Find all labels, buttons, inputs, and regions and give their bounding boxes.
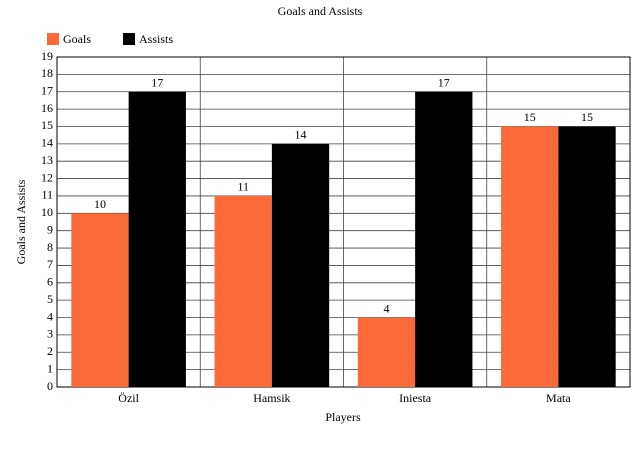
data-label: 4: [383, 301, 389, 315]
bar: [415, 91, 473, 387]
x-tick-label: Mata: [546, 391, 571, 405]
y-tick-label: 12: [41, 170, 53, 184]
y-axis-label: Goals and Assists: [14, 179, 28, 264]
y-tick-label: 15: [41, 118, 53, 132]
y-tick-label: 0: [47, 379, 53, 393]
bar: [357, 317, 416, 387]
y-tick-label: 9: [47, 222, 53, 236]
legend-label: Goals: [63, 32, 91, 46]
bar: [558, 126, 616, 387]
y-tick-label: 2: [47, 344, 53, 358]
legend-swatch: [47, 33, 59, 45]
legend-swatch: [123, 33, 135, 45]
y-tick-label: 18: [41, 66, 53, 80]
data-label: 14: [295, 128, 307, 142]
data-label: 15: [581, 110, 593, 124]
data-label: 17: [438, 75, 450, 89]
data-label: 10: [94, 197, 106, 211]
y-tick-label: 5: [47, 292, 53, 306]
y-tick-label: 7: [47, 257, 53, 271]
y-tick-label: 4: [47, 309, 53, 323]
bar: [501, 126, 559, 387]
y-tick-label: 8: [47, 240, 53, 254]
y-tick-label: 19: [41, 49, 53, 63]
y-tick-label: 6: [47, 275, 53, 289]
y-tick-label: 1: [47, 361, 53, 375]
data-label: 17: [151, 75, 163, 89]
y-tick-label: 11: [41, 188, 53, 202]
y-tick-label: 13: [41, 153, 53, 167]
x-tick-label: Hamsik: [253, 391, 290, 405]
y-tick-label: 17: [41, 83, 53, 97]
bar: [271, 143, 330, 387]
x-axis-label: Players: [325, 410, 361, 424]
bar: [128, 91, 186, 387]
plot-frame: [56, 56, 631, 388]
x-tick-label: Özil: [118, 391, 139, 405]
data-label: 11: [237, 180, 249, 194]
chart-title: Goals and Assists: [278, 4, 363, 18]
y-tick-label: 10: [41, 205, 53, 219]
y-tick-label: 16: [41, 101, 53, 115]
legend-label: Assists: [139, 32, 173, 46]
x-tick-label: Iniesta: [399, 391, 432, 405]
bar: [71, 213, 129, 387]
y-tick-label: 14: [41, 136, 53, 150]
bar: [214, 195, 272, 387]
data-label: 15: [524, 110, 536, 124]
y-tick-label: 3: [47, 327, 53, 341]
